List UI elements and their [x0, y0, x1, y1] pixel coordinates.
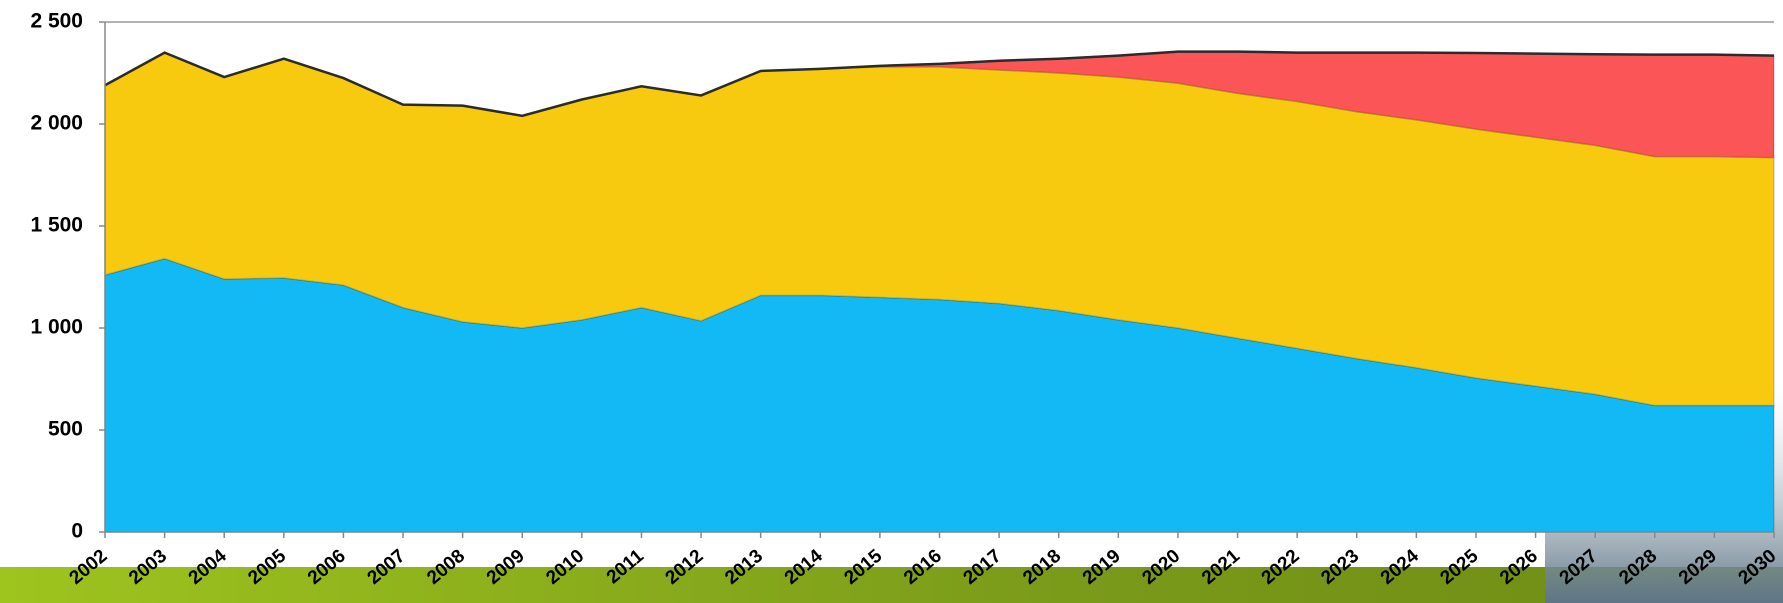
y-tick-label: 2 500	[30, 10, 83, 33]
footer-band	[0, 567, 1783, 603]
y-tick-label: 1 000	[30, 316, 83, 339]
y-tick-label: 0	[71, 520, 83, 543]
y-tick-label: 1 500	[30, 214, 83, 237]
total-outline	[104, 50, 1775, 118]
y-tick-label: 500	[48, 418, 83, 441]
y-tick-label: 2 000	[30, 112, 83, 135]
